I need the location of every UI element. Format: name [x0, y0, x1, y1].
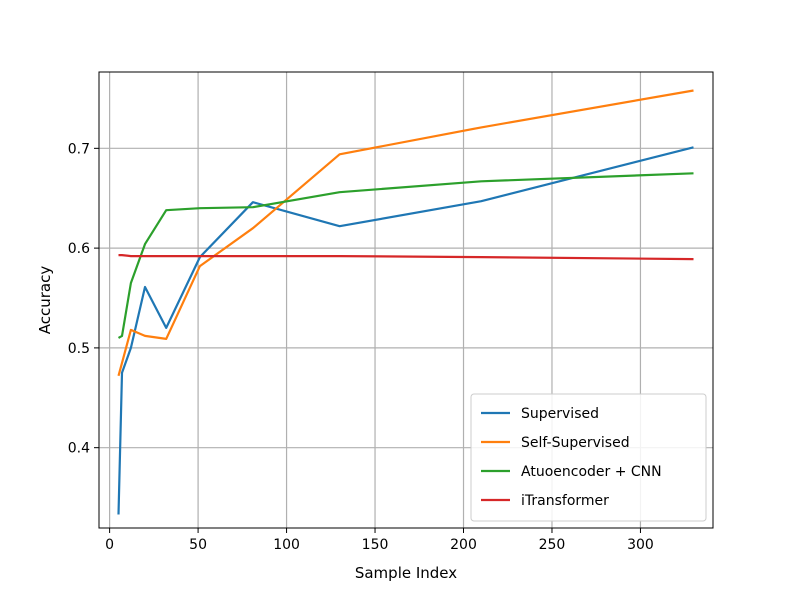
legend-label-self-supervised: Self-Supervised: [521, 435, 630, 451]
series-line-atuoencoder-cnn: [117, 172, 694, 339]
series-line-itransformer: [118, 254, 694, 261]
legend-label-atuoencoder-cnn: Atuoencoder + CNN: [521, 464, 662, 480]
legend: Supervised Self-Supervised Atuoencoder + C…: [470, 393, 707, 522]
axis-ticks: 0 50 100 150 200 250 300 0.4 0.5 0.6 0.7: [68, 141, 654, 553]
x-tick-label: 250: [539, 537, 566, 553]
y-axis-label: Accuracy: [36, 266, 54, 335]
x-tick-label: 100: [273, 537, 300, 553]
grid-lines: [99, 72, 713, 528]
x-tick-label: 200: [450, 537, 477, 553]
x-tick-label: 150: [362, 537, 389, 553]
y-tick-label: 0.6: [68, 241, 90, 257]
legend-label-supervised: Supervised: [521, 406, 599, 422]
x-tick-label: 300: [627, 537, 654, 553]
series-lines: [117, 89, 694, 515]
y-tick-label: 0.5: [68, 341, 90, 357]
x-tick-label: 50: [189, 537, 207, 553]
y-tick-label: 0.4: [68, 441, 90, 457]
y-tick-label: 0.7: [68, 141, 90, 157]
legend-box: [470, 393, 707, 522]
series-line-self-supervised: [117, 89, 694, 377]
x-axis-label: Sample Index: [355, 564, 457, 582]
x-tick-label: 0: [105, 537, 114, 553]
plot-frame: [98, 71, 714, 529]
series-line-supervised: [117, 146, 694, 515]
legend-label-itransformer: iTransformer: [521, 493, 609, 509]
